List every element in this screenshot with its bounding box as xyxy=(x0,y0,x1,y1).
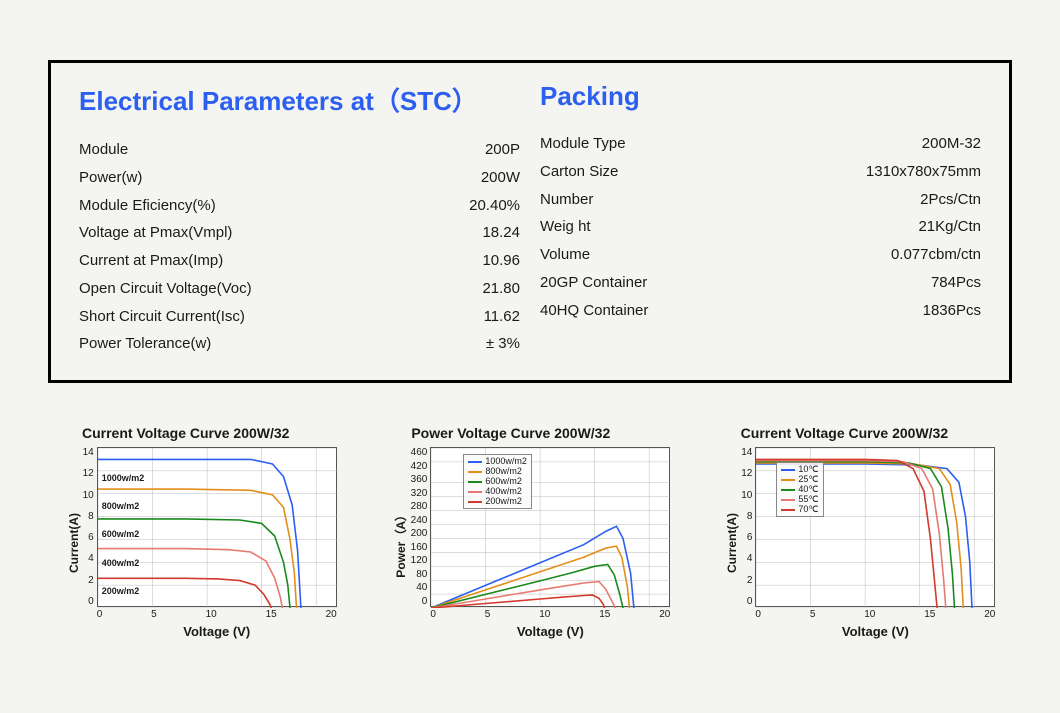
series-label: 200w/m2 xyxy=(102,586,140,596)
plot-area: 1000w/m2 800w/m2 600w/m2 400w/m2 200w/m2 xyxy=(97,447,337,607)
packing-title: Packing xyxy=(540,81,981,112)
spec-value: 200M-32 xyxy=(922,130,981,158)
spec-row: Short Circuit Current(Isc) 11.62 xyxy=(79,303,520,331)
electrical-column: Electrical Parameters at（STC） Module 200P… xyxy=(79,81,520,358)
spec-value: 10.96 xyxy=(482,247,520,275)
spec-row: Power(w) 200W xyxy=(79,164,520,192)
spec-value: 200P xyxy=(485,136,520,164)
spec-value: 11.62 xyxy=(484,303,520,331)
spec-label: Power(w) xyxy=(79,164,142,192)
spec-value: 21Kg/Ctn xyxy=(918,213,981,241)
spec-label: Open Circuit Voltage(Voc) xyxy=(79,275,252,303)
spec-row: Carton Size 1310x780x75mm xyxy=(540,158,981,186)
chart-title: Power Voltage Curve 200W/32 xyxy=(377,425,610,441)
x-axis-label: Voltage (V) xyxy=(430,624,670,639)
spec-label: 40HQ Container xyxy=(540,297,648,325)
series-label: 1000w/m2 xyxy=(102,473,145,483)
y-ticks: 46042036032028024020016012080400 xyxy=(411,447,431,607)
series-label: 800w/m2 xyxy=(102,501,140,511)
spec-label: Volume xyxy=(540,241,590,269)
x-ticks: 05101520 xyxy=(97,607,337,620)
spec-row: Current at Pmax(Imp) 10.96 xyxy=(79,247,520,275)
y-ticks: 14121086420 xyxy=(741,447,755,607)
electrical-rows: Module200PPower(w)200WModule Eficiency(%… xyxy=(79,136,520,358)
y-axis-label: Power（A） xyxy=(390,509,411,578)
electrical-title: Electrical Parameters at（STC） xyxy=(79,81,520,118)
spec-value: 1310x780x75mm xyxy=(866,158,981,186)
chart-title: Current Voltage Curve 200W/32 xyxy=(707,425,948,441)
spec-label: Current at Pmax(Imp) xyxy=(79,247,223,275)
spec-label: Weig ht xyxy=(540,213,591,241)
spec-value: 20.40% xyxy=(469,192,520,220)
spec-label: Module xyxy=(79,136,128,164)
plot-area: 10℃25℃40℃55℃70℃ xyxy=(755,447,995,607)
spec-value: 2Pcs/Ctn xyxy=(920,186,981,214)
y-axis-label: Current(A) xyxy=(723,513,741,573)
packing-column: Packing Module Type 200M-32 Carton Size 131… xyxy=(540,81,981,358)
spec-value: 21.80 xyxy=(482,275,520,303)
spec-row: Module 200P xyxy=(79,136,520,164)
spec-value: ± 3% xyxy=(486,330,520,358)
packing-rows: Module Type 200M-32 Carton Size 1310x780x75… xyxy=(540,130,981,324)
spec-label: Voltage at Pmax(Vmpl) xyxy=(79,219,232,247)
spec-row: Power Tolerance(w) ± 3% xyxy=(79,330,520,358)
x-axis-label: Voltage (V) xyxy=(755,624,995,639)
spec-label: 20GP Container xyxy=(540,269,647,297)
y-ticks: 14121086420 xyxy=(83,447,97,607)
spec-label: Module Eficiency(%) xyxy=(79,192,216,220)
legend: 10℃25℃40℃55℃70℃ xyxy=(776,462,823,517)
series-line xyxy=(431,565,623,609)
legend: 1000w/m2800w/m2600w/m2400w/m2200w/m2 xyxy=(463,454,532,509)
x-ticks: 05101520 xyxy=(430,607,670,620)
spec-value: 1836Pcs xyxy=(923,297,981,325)
charts-row: Current Voltage Curve 200W/32Current(A)1… xyxy=(48,425,1012,639)
chart-iv-temperature: Current Voltage Curve 200W/32Current(A)1… xyxy=(707,425,1012,639)
spec-value: 18.24 xyxy=(482,219,520,247)
spec-box: Electrical Parameters at（STC） Module 200P… xyxy=(48,60,1012,383)
spec-row: 40HQ Container 1836Pcs xyxy=(540,297,981,325)
series-label: 400w/m2 xyxy=(102,558,140,568)
spec-row: Weig ht 21Kg/Ctn xyxy=(540,213,981,241)
spec-label: Module Type xyxy=(540,130,626,158)
spec-row: 20GP Container 784Pcs xyxy=(540,269,981,297)
spec-row: Module Eficiency(%) 20.40% xyxy=(79,192,520,220)
spec-label: Power Tolerance(w) xyxy=(79,330,211,358)
spec-value: 200W xyxy=(481,164,520,192)
spec-label: Short Circuit Current(Isc) xyxy=(79,303,245,331)
spec-label: Number xyxy=(540,186,593,214)
spec-value: 784Pcs xyxy=(931,269,981,297)
x-axis-label: Voltage (V) xyxy=(97,624,337,639)
spec-value: 0.077cbm/ctn xyxy=(891,241,981,269)
series-label: 600w/m2 xyxy=(102,529,140,539)
plot-area: 1000w/m2800w/m2600w/m2400w/m2200w/m2 xyxy=(430,447,670,607)
spec-row: Number 2Pcs/Ctn xyxy=(540,186,981,214)
spec-row: Volume 0.077cbm/ctn xyxy=(540,241,981,269)
spec-row: Module Type 200M-32 xyxy=(540,130,981,158)
y-axis-label: Current(A) xyxy=(65,513,83,573)
x-ticks: 05101520 xyxy=(755,607,995,620)
spec-row: Voltage at Pmax(Vmpl) 18.24 xyxy=(79,219,520,247)
chart-pv-irradiance: Power Voltage Curve 200W/32 Power（A）46042… xyxy=(377,425,682,639)
spec-row: Open Circuit Voltage(Voc) 21.80 xyxy=(79,275,520,303)
chart-iv-irradiance: Current Voltage Curve 200W/32Current(A)1… xyxy=(48,425,353,639)
spec-label: Carton Size xyxy=(540,158,618,186)
chart-title: Current Voltage Curve 200W/32 xyxy=(48,425,289,441)
